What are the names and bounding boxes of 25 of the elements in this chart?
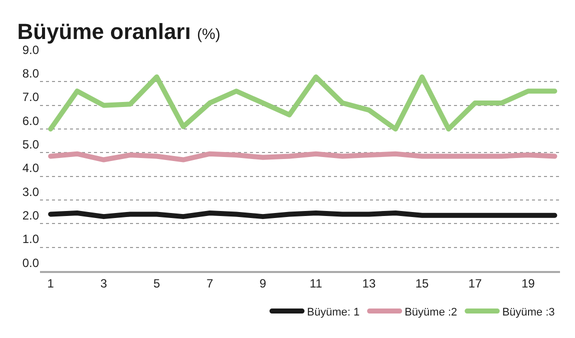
y-tick-label: 4.0: [22, 161, 40, 176]
x-tick-label: 3: [100, 276, 108, 290]
y-tick-label: 0.0: [22, 256, 40, 270]
y-tick-label: 1.0: [22, 232, 40, 246]
y-tick-label: 2.0: [22, 208, 40, 222]
chart-title: Büyüme oranları: [17, 19, 191, 44]
y-tick-label: 8.0: [22, 66, 40, 80]
y-tick-label: 3.0: [22, 184, 40, 199]
x-tick-label: 19: [521, 276, 536, 290]
legend-label: Büyüme: 1: [307, 306, 360, 318]
x-tick-label: 15: [415, 276, 430, 290]
x-tick-label: 11: [310, 276, 322, 290]
x-tick-label: 13: [362, 276, 376, 290]
x-tick-label: 1: [47, 276, 54, 290]
legend-label: Büyüme :3: [502, 306, 555, 318]
x-tick-label: 9: [260, 276, 267, 290]
y-tick-label: 6.0: [22, 114, 40, 128]
chart-subtitle: (%): [196, 26, 220, 44]
x-tick-label: 7: [206, 276, 214, 290]
legend-label: Büyüme :2: [404, 306, 458, 318]
x-tick-label: 17: [468, 276, 482, 290]
x-tick-label: 5: [153, 276, 160, 290]
y-tick-label: 9.0: [22, 42, 40, 57]
y-tick-label: 7.0: [22, 90, 40, 104]
y-tick-label: 5.0: [22, 137, 40, 152]
